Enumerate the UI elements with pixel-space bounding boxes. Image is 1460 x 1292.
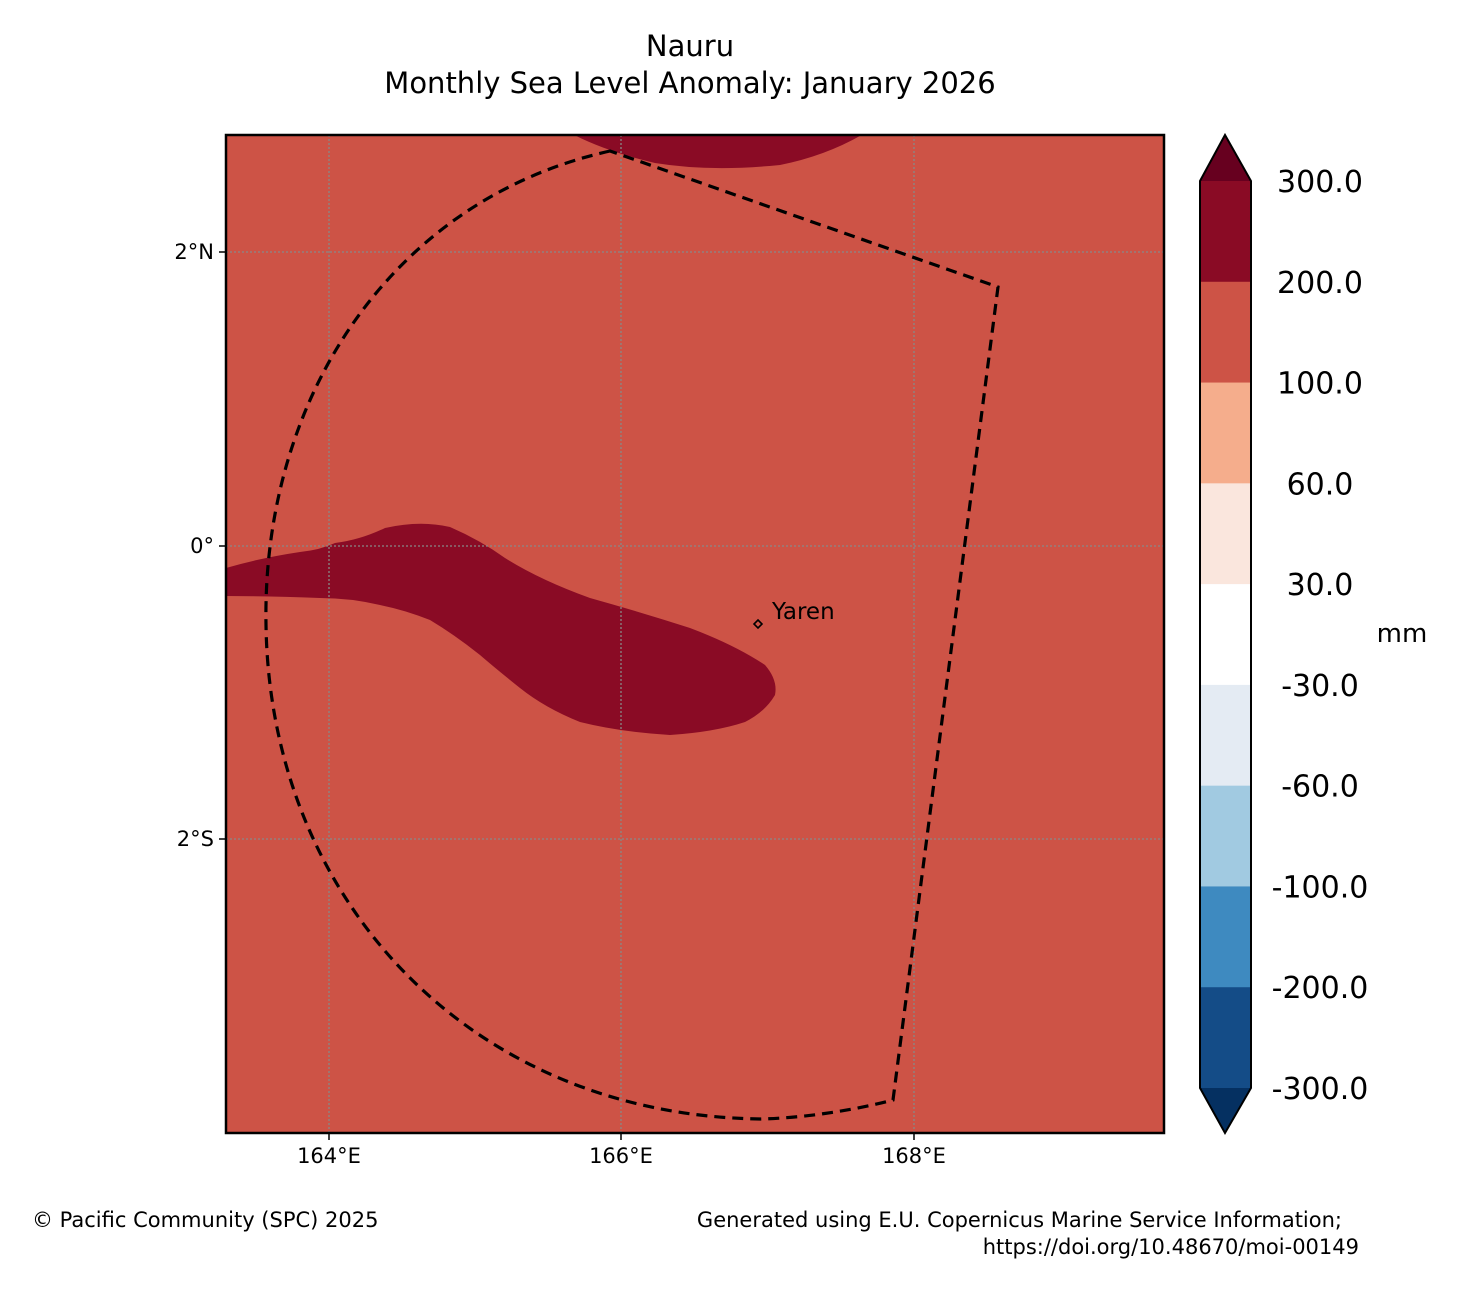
credit-line-2: https://doi.org/10.48670/moi-00149 (982, 1235, 1359, 1259)
copyright-text: © Pacific Community (SPC) 2025 (32, 1208, 379, 1232)
colorbar-segment (1200, 785, 1251, 887)
colorbar-labels: 300.0 200.0 100.0 60.0 30.0 -30.0 -60.0 -100.0 -… (1272, 165, 1369, 1107)
lat-label-0: 0° (190, 534, 214, 558)
high-anomaly-equatorial (226, 523, 776, 735)
colorbar: 300.0 200.0 100.0 60.0 30.0 -30.0 -60.0 -100.0 -… (1199, 132, 1428, 1136)
colorbar-segments (1200, 181, 1251, 1089)
colorbar-segment (1200, 886, 1251, 988)
chart-title: Nauru Monthly Sea Level Anomaly: January… (0, 28, 1380, 102)
colorbar-segment (1200, 684, 1251, 787)
title-line-1: Nauru (645, 29, 735, 63)
colorbar-tick-label: 300.0 (1277, 165, 1363, 200)
colorbar-tick-label: -200.0 (1272, 971, 1369, 1006)
lat-label-2n: 2°N (174, 240, 214, 264)
colorbar-extend-bottom (1200, 1088, 1251, 1133)
lat-label-2s: 2°S (177, 827, 214, 851)
lon-label-166e: 166°E (589, 1144, 653, 1168)
colorbar-tick-label: 200.0 (1277, 266, 1363, 301)
map-frame (224, 133, 1166, 1135)
axis-ticks (219, 251, 915, 1140)
colorbar-unit: mm (1377, 619, 1428, 649)
colorbar-tick-label: 60.0 (1287, 467, 1354, 502)
colorbar-tick-label: 30.0 (1287, 568, 1354, 603)
map-panel: Yaren (224, 133, 1166, 1135)
colorbar-segment (1200, 483, 1251, 585)
eez-boundary (264, 149, 1000, 1121)
colorbar-segment (1200, 987, 1251, 1089)
colorbar-tick-label: -30.0 (1281, 669, 1359, 704)
colorbar-extend-top (1200, 135, 1251, 181)
colorbar-segment (1200, 382, 1251, 484)
place-label-yaren: Yaren (771, 599, 835, 625)
colorbar-tick-label: -300.0 (1272, 1072, 1369, 1107)
colorbar-segment (1200, 281, 1251, 384)
high-anomaly-north (574, 135, 862, 169)
colorbar-tick-label: -60.0 (1281, 770, 1359, 805)
title-line-2: Monthly Sea Level Anomaly: January 2026 (384, 66, 996, 100)
credit-line-1: Generated using E.U. Copernicus Marine S… (696, 1208, 1342, 1232)
colorbar-tick-label: 100.0 (1277, 367, 1363, 402)
colorbar-outline (1199, 132, 1252, 1136)
yaren-marker (752, 618, 764, 630)
lon-label-168e: 168°E (882, 1144, 946, 1168)
gridlines (226, 135, 1164, 1133)
lon-label-164e: 164°E (297, 1144, 361, 1168)
colorbar-tick-label: -100.0 (1272, 870, 1369, 905)
colorbar-segment (1200, 181, 1251, 283)
colorbar-segment (1200, 584, 1251, 686)
